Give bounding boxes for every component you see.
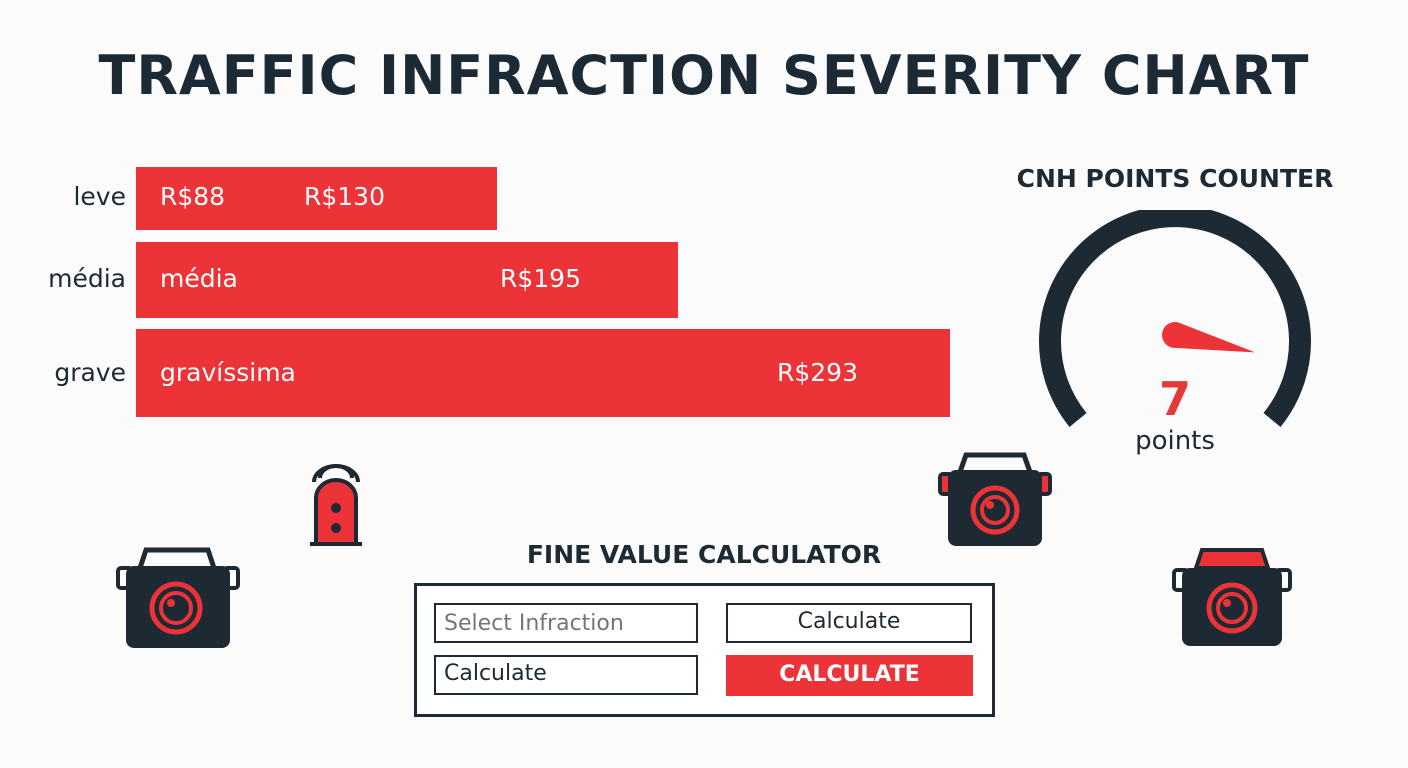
page-title: TRAFFIC INFRACTION SEVERITY CHART: [98, 44, 1310, 107]
points-unit: points: [1135, 426, 1215, 456]
points-counter-title: CNH POINTS COUNTER: [1016, 164, 1334, 193]
bar-text-media-label: média: [160, 264, 238, 293]
bar-text-leve-min: R$88: [160, 182, 226, 211]
bar-text-grave-value: R$293: [777, 358, 858, 387]
bar-media: [136, 242, 678, 318]
points-gauge: [1039, 210, 1311, 427]
traffic-light-icon: [310, 464, 362, 546]
calculate-button[interactable]: Calculate: [726, 603, 972, 643]
points-value: 7: [1158, 372, 1191, 426]
infraction-select[interactable]: [434, 603, 698, 643]
calculate-action-button[interactable]: CALCULATE: [726, 655, 973, 696]
fine-result-field[interactable]: Calculate: [434, 655, 698, 695]
bar-grave: [136, 329, 950, 417]
speed-camera-icon: [116, 547, 240, 648]
bar-text-grave-label: gravíssima: [160, 358, 296, 387]
speed-camera-icon: [938, 452, 1052, 546]
bar-label-grave: grave: [54, 358, 126, 387]
bar-label-leve: leve: [73, 182, 126, 211]
calculator-title: FINE VALUE CALCULATOR: [526, 540, 882, 569]
bar-text-media-value: R$195: [500, 264, 581, 293]
speed-camera-icon: [1172, 548, 1292, 646]
bar-label-media: média: [48, 264, 126, 293]
bar-text-leve-max: R$130: [304, 182, 385, 211]
gauge-arc: [1039, 210, 1311, 427]
bar-leve: [136, 167, 497, 230]
gauge-needle: [1161, 321, 1256, 353]
